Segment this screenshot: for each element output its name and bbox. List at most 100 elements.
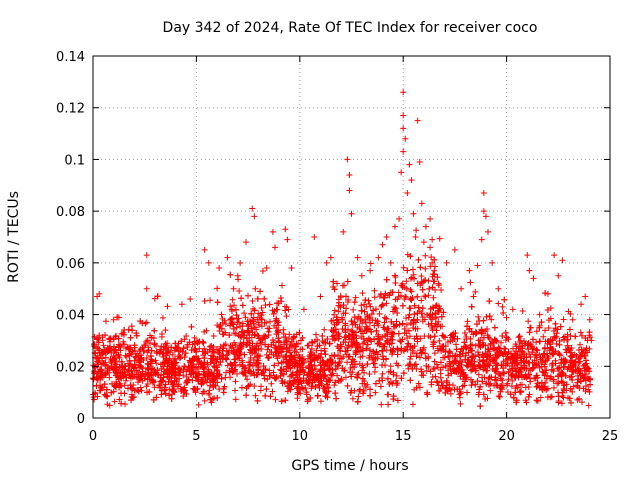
data-point — [556, 338, 563, 345]
data-point — [169, 381, 176, 388]
data-point — [168, 344, 175, 351]
data-point — [434, 274, 441, 281]
data-point — [433, 327, 440, 334]
data-point — [160, 378, 167, 385]
data-point — [578, 346, 585, 353]
data-point — [542, 327, 549, 334]
data-point — [412, 361, 419, 368]
data-point — [96, 347, 103, 354]
data-point — [153, 360, 160, 367]
data-point — [118, 375, 125, 382]
data-point — [349, 336, 356, 343]
data-point — [227, 271, 234, 278]
data-point — [254, 397, 261, 404]
data-point — [243, 342, 250, 349]
data-point — [254, 353, 261, 360]
data-point — [214, 394, 221, 401]
data-point — [464, 389, 471, 396]
data-point — [371, 294, 378, 301]
data-point — [251, 307, 258, 314]
data-point — [94, 393, 101, 400]
data-point — [348, 327, 355, 334]
data-point — [143, 252, 150, 259]
data-point — [476, 317, 483, 324]
data-point — [149, 358, 156, 365]
data-point — [344, 382, 351, 389]
data-point — [218, 325, 225, 332]
data-point — [416, 354, 423, 361]
data-point — [366, 354, 373, 361]
data-point — [418, 310, 425, 317]
data-point — [232, 341, 239, 348]
data-point — [392, 273, 399, 280]
data-point — [367, 303, 374, 310]
data-point — [368, 311, 375, 318]
data-point — [469, 366, 476, 373]
data-point — [427, 305, 434, 312]
data-point — [423, 363, 430, 370]
data-point — [386, 292, 393, 299]
data-point — [112, 383, 119, 390]
data-point — [485, 334, 492, 341]
data-point — [534, 397, 541, 404]
data-point — [575, 359, 582, 366]
data-point — [501, 370, 508, 377]
data-point — [456, 394, 463, 401]
data-point — [274, 355, 281, 362]
data-point — [267, 393, 274, 400]
data-point — [269, 228, 276, 235]
data-point — [412, 234, 419, 240]
data-point — [191, 355, 198, 362]
data-point — [582, 293, 589, 300]
data-point — [505, 368, 512, 375]
data-point — [397, 292, 404, 299]
data-point — [308, 383, 315, 390]
data-point — [410, 210, 417, 217]
data-point — [241, 351, 248, 358]
data-point — [293, 385, 300, 392]
data-point — [306, 353, 313, 360]
data-point — [168, 395, 175, 402]
data-point — [149, 379, 156, 386]
data-point — [136, 347, 143, 354]
data-point — [366, 370, 373, 377]
data-point — [426, 285, 433, 292]
data-point — [541, 351, 548, 358]
data-point — [134, 387, 141, 394]
data-point — [161, 386, 168, 393]
data-point — [587, 381, 594, 388]
data-point — [265, 332, 272, 339]
data-point — [191, 347, 198, 354]
data-point — [129, 374, 136, 381]
data-point — [238, 295, 245, 302]
data-point — [532, 361, 539, 368]
data-point — [331, 311, 338, 318]
data-point — [492, 365, 499, 372]
data-point — [226, 367, 233, 374]
data-point — [181, 336, 188, 343]
data-point — [359, 330, 366, 337]
data-point — [432, 320, 439, 327]
data-point — [266, 348, 273, 355]
data-point — [317, 373, 324, 380]
data-point — [139, 344, 146, 351]
data-point — [533, 372, 540, 379]
data-point — [357, 354, 364, 361]
data-point — [305, 377, 312, 384]
data-point — [418, 297, 425, 304]
data-point — [480, 391, 487, 398]
data-point — [370, 307, 377, 314]
data-point — [112, 384, 119, 391]
data-point — [379, 348, 386, 355]
data-point — [227, 342, 234, 349]
data-point — [422, 276, 429, 283]
data-point — [273, 306, 280, 313]
data-point — [91, 341, 98, 348]
data-point — [358, 272, 365, 279]
x-tick-label: 25 — [602, 429, 619, 444]
data-point — [170, 388, 177, 395]
data-point — [387, 363, 394, 370]
data-point — [343, 305, 350, 312]
data-point — [371, 287, 378, 294]
data-point — [527, 354, 534, 361]
